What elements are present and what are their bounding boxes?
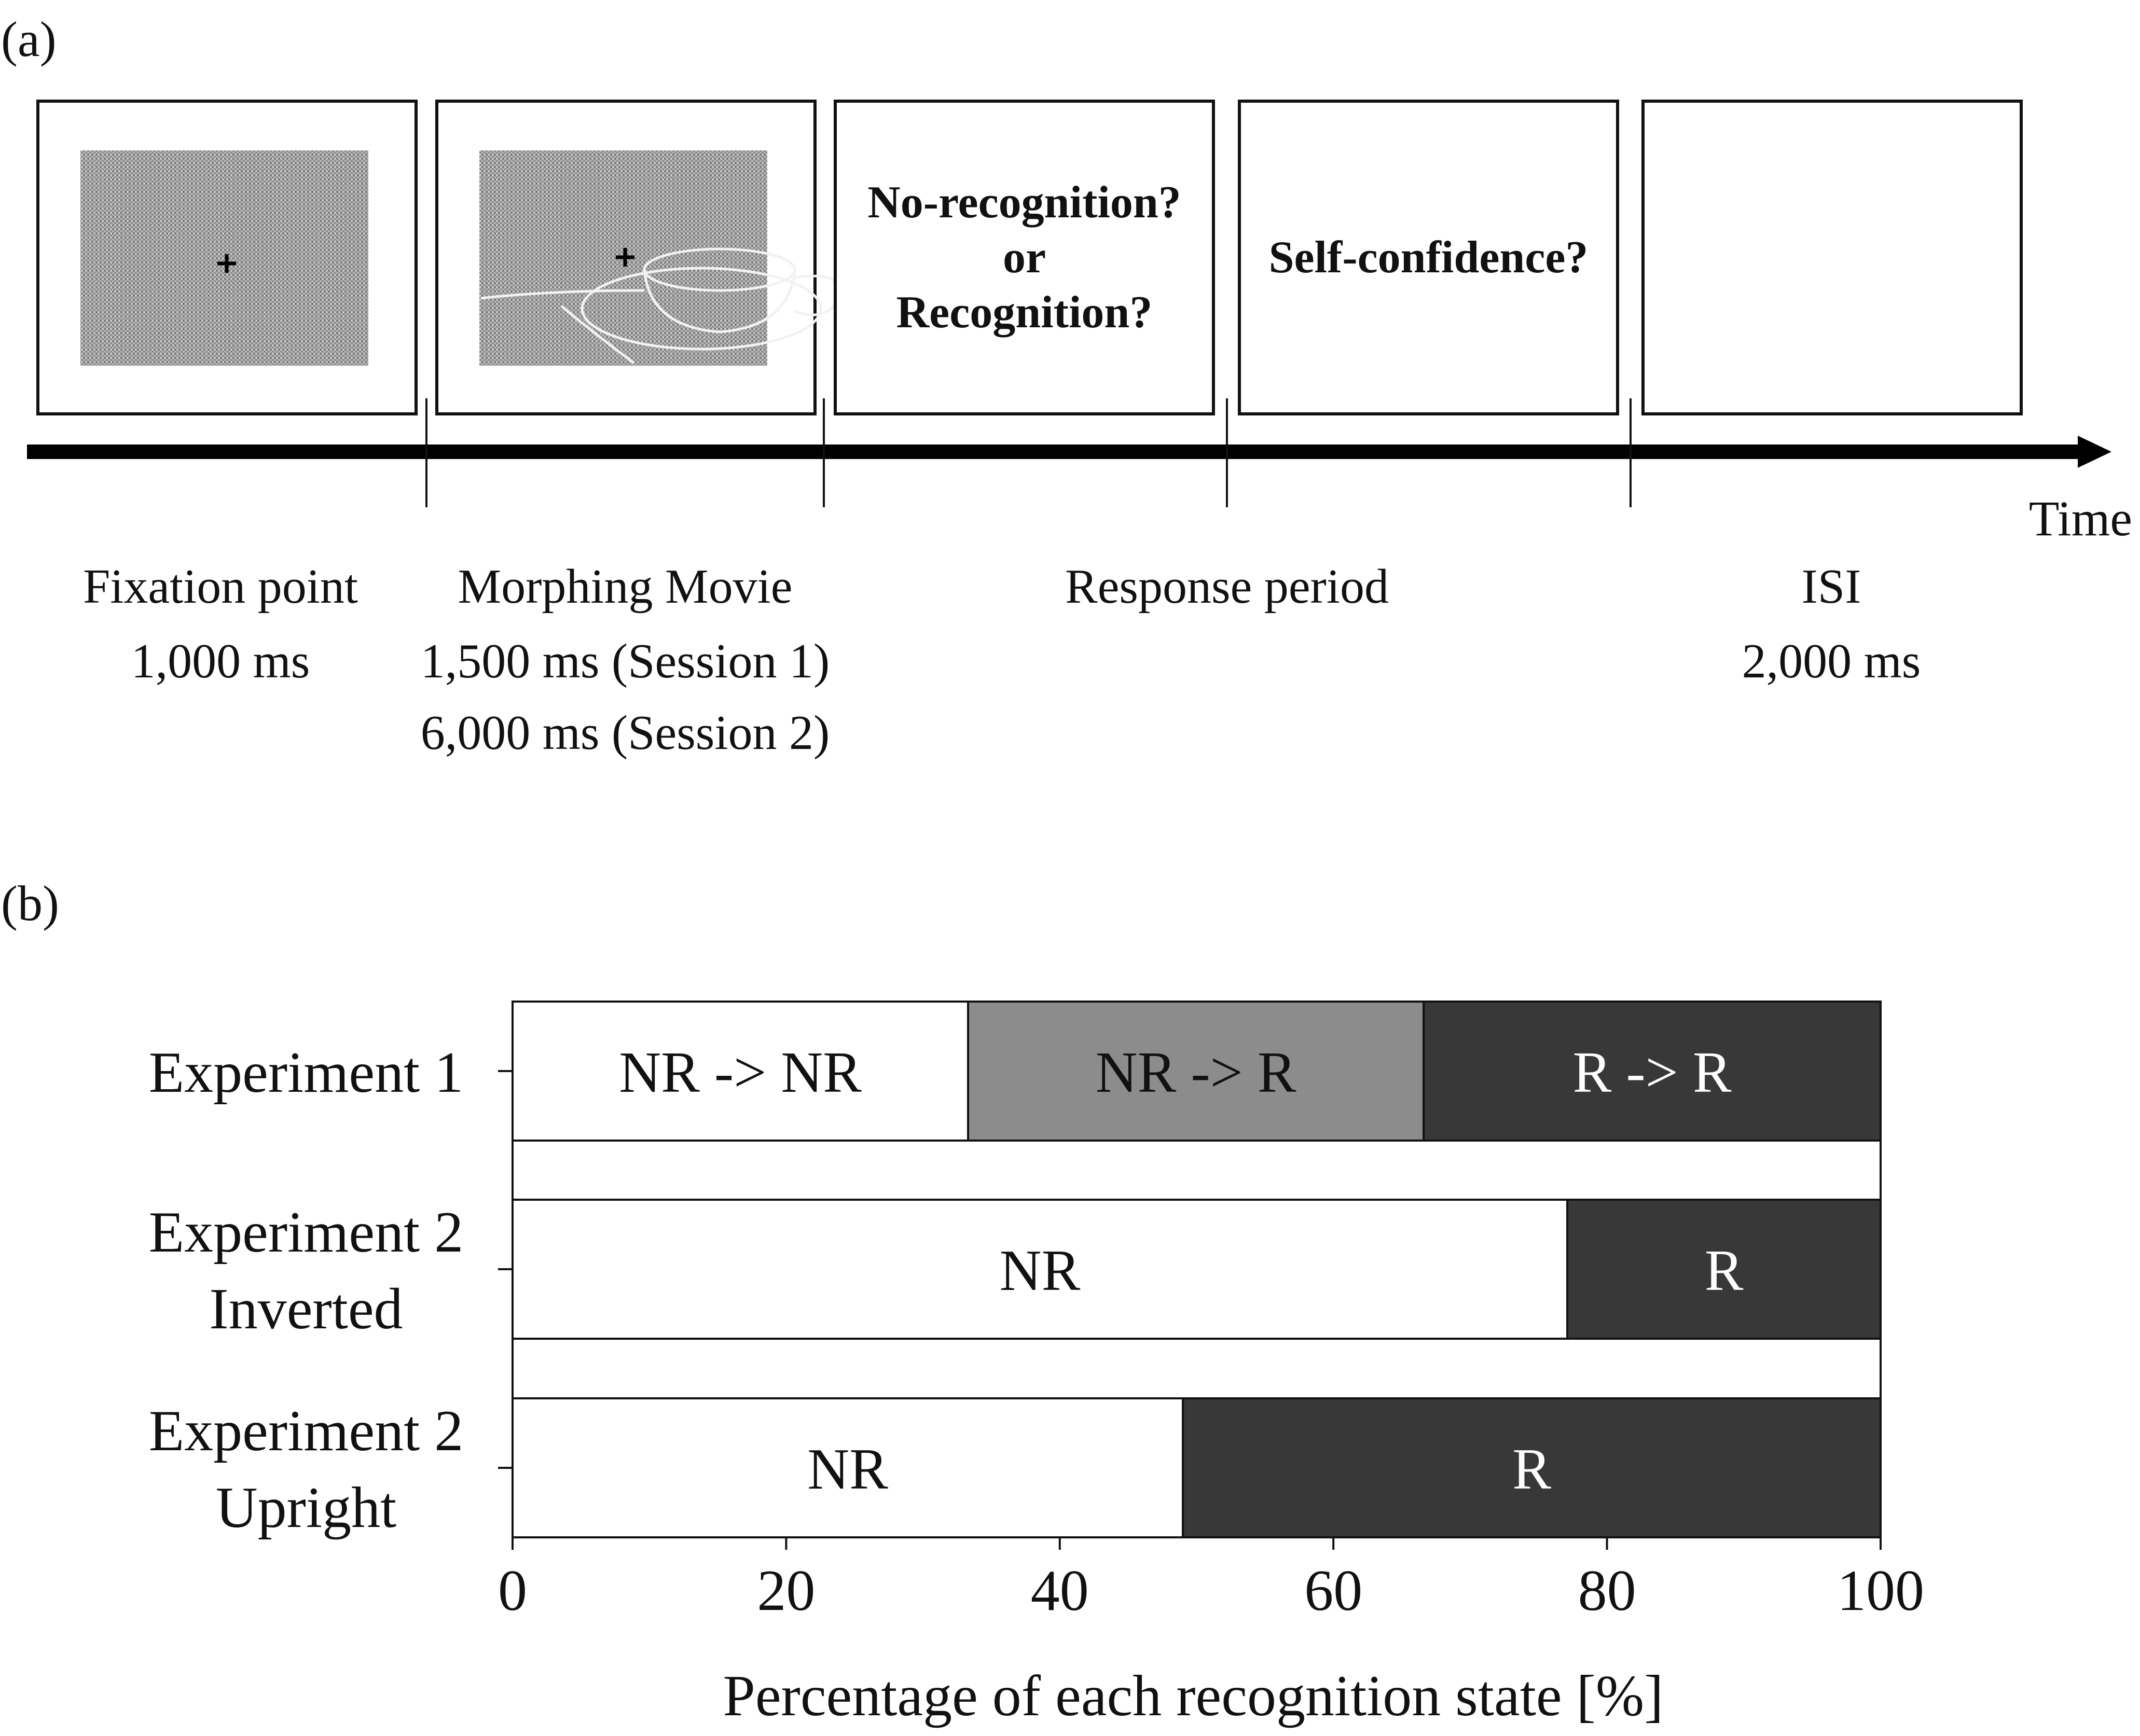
bar-segment-label: NR -> NR [619, 1040, 862, 1105]
bar-segment-label: NR [1000, 1239, 1081, 1303]
screen-question-line: No-recognition? [867, 177, 1181, 228]
bar-segment-label: NR -> R [1096, 1040, 1296, 1105]
bar-segment [1182, 1397, 1882, 1538]
bar-segment [512, 1199, 1569, 1340]
screen-question-line: or [1003, 232, 1046, 283]
screen-question-line: Recognition? [896, 287, 1153, 338]
phase-morphing: Morphing Movie 1,500 ms (Session 1) 6,000 … [421, 560, 830, 760]
category-label: Upright [216, 1476, 396, 1540]
cup-outline-icon [480, 247, 841, 364]
timeline [27, 398, 2111, 507]
screen-frame [1238, 100, 1619, 415]
x-tick-label: 100 [1837, 1559, 1924, 1623]
phase-title: ISI [1802, 560, 1861, 614]
bar-segment [967, 1001, 1425, 1142]
time-arrow-icon [2078, 436, 2111, 468]
x-axis-title: Percentage of each recognition state [%] [723, 1664, 1664, 1728]
panel-b-label: (b) [1, 876, 59, 931]
bar-segment [1566, 1199, 1882, 1340]
x-tick-label: 80 [1578, 1559, 1636, 1623]
time-axis [27, 445, 2081, 459]
phase-title: Morphing Movie [458, 560, 793, 614]
phase-duration: 2,000 ms [1742, 634, 1921, 688]
bar-segment-label: R [1705, 1239, 1744, 1303]
phase-duration: 6,000 ms (Session 2) [421, 706, 830, 760]
category-label: Experiment 1 [149, 1040, 463, 1105]
bar-segment-label: R -> R [1573, 1040, 1732, 1105]
stacked-bar-chart: NR -> NR NR -> R R -> R Experiment 1 NR R Expe… [149, 1001, 1924, 1623]
phase-labels: Fixation point 1,000 ms Morphing Movie 1,50… [83, 560, 1921, 760]
isi-screen [1641, 100, 2023, 415]
morphing-screen [435, 100, 841, 415]
phase-fixation: Fixation point 1,000 ms [83, 560, 358, 688]
bar-row: NR R [512, 1397, 1882, 1538]
x-tick-label: 20 [757, 1559, 815, 1623]
x-tick-label: 0 [498, 1559, 527, 1623]
phase-isi: ISI 2,000 ms [1742, 560, 1921, 688]
x-tick-label: 60 [1304, 1559, 1362, 1623]
saucer-outline [581, 267, 822, 351]
phase-title: Response period [1065, 560, 1389, 614]
cup-body-outline [643, 269, 796, 334]
bar-row: NR -> NR NR -> R R -> R [512, 1001, 1882, 1142]
bar-segment [1423, 1001, 1882, 1142]
phase-title: Fixation point [83, 560, 358, 614]
bar-segment-label: R [1512, 1437, 1551, 1502]
x-tick-label: 40 [1031, 1559, 1089, 1623]
panel-b: (b) NR -> NR NR -> R R -> R Experiment 1 NR R… [1, 876, 1924, 1728]
bar-row: NR R [512, 1199, 1882, 1340]
screen-frame [1641, 100, 2023, 415]
panel-a-label: (a) [1, 11, 57, 67]
noise-image [80, 150, 368, 366]
screen-question-line: Self-confidence? [1269, 232, 1589, 283]
phase-response: Response period [1065, 560, 1389, 614]
fixation-cross-icon [217, 254, 236, 273]
spoon-outline [480, 289, 645, 300]
phase-duration: 1,000 ms [131, 634, 310, 688]
edge-stroke [560, 305, 635, 364]
confidence-question-screen: Self-confidence? [1238, 100, 1619, 415]
time-axis-label: Time [2029, 491, 2132, 546]
category-label: Experiment 2 [149, 1399, 463, 1463]
bar-segment-label: NR [807, 1437, 888, 1502]
phase-duration: 1,500 ms (Session 1) [421, 634, 830, 688]
category-label: Inverted [209, 1277, 403, 1341]
fixation-cross-icon [616, 248, 634, 267]
screen-frame [834, 100, 1215, 415]
category-label: Experiment 2 [149, 1200, 463, 1265]
fixation-screen [36, 100, 418, 415]
